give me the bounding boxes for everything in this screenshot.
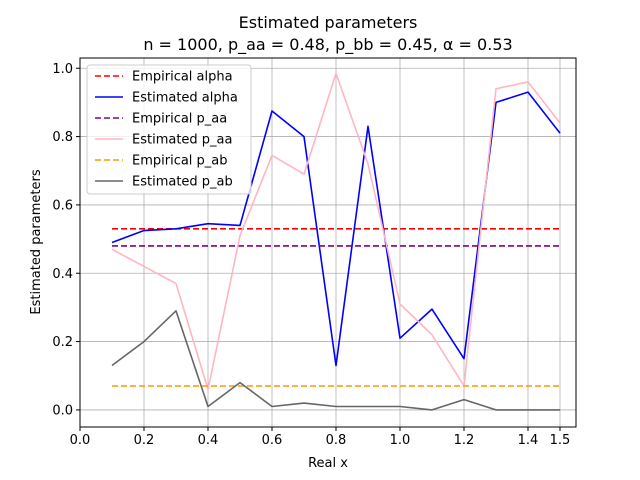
- legend-label: Estimated alpha: [132, 91, 238, 106]
- x-tick-label: 0.4: [198, 433, 219, 448]
- legend-label: Empirical p_ab: [132, 154, 228, 169]
- y-tick-label: 0.4: [52, 267, 73, 282]
- x-tick-label: 1.4: [518, 433, 539, 448]
- x-tick-label: 0.8: [326, 433, 347, 448]
- axis-ticks: 0.0 0.2 0.4 0.6 0.8 1.0 1.2 1.4 1.5 0.0 0.2 0.4 0.6 0…: [52, 62, 570, 448]
- grid: [79, 58, 576, 427]
- series-line: [111, 310, 560, 411]
- chart-subtitle: n = 1000, p_aa = 0.48, p_bb = 0.45, α = …: [143, 35, 512, 55]
- legend-label: Estimated p_aa: [132, 133, 233, 148]
- y-tick-label: 0.0: [52, 403, 73, 418]
- x-tick-label: 1.0: [390, 433, 411, 448]
- y-tick-label: 1.0: [52, 62, 73, 77]
- x-tick-label: 0.2: [134, 433, 155, 448]
- x-tick-label: 0.0: [70, 433, 91, 448]
- y-axis-label: Estimated parameters: [29, 169, 44, 314]
- series-layer: [111, 72, 561, 411]
- x-tick-label: 1.2: [454, 433, 475, 448]
- legend-label: Empirical alpha: [132, 70, 233, 85]
- x-tick-label: 1.5: [550, 433, 571, 448]
- y-tick-label: 0.8: [52, 130, 73, 145]
- x-tick-label: 0.6: [262, 433, 283, 448]
- chart-title: Estimated parameters: [239, 13, 418, 32]
- plot-frame: [79, 57, 577, 428]
- legend: Empirical alpha Estimated alpha Empirical …: [86, 64, 252, 195]
- x-axis-label: Real x: [308, 456, 348, 471]
- y-tick-label: 0.2: [52, 335, 73, 350]
- series-line: [111, 72, 561, 391]
- legend-label: Estimated p_ab: [132, 175, 233, 190]
- legend-box: [86, 64, 252, 195]
- legend-label: Empirical p_aa: [132, 112, 227, 127]
- y-tick-label: 0.6: [52, 198, 73, 213]
